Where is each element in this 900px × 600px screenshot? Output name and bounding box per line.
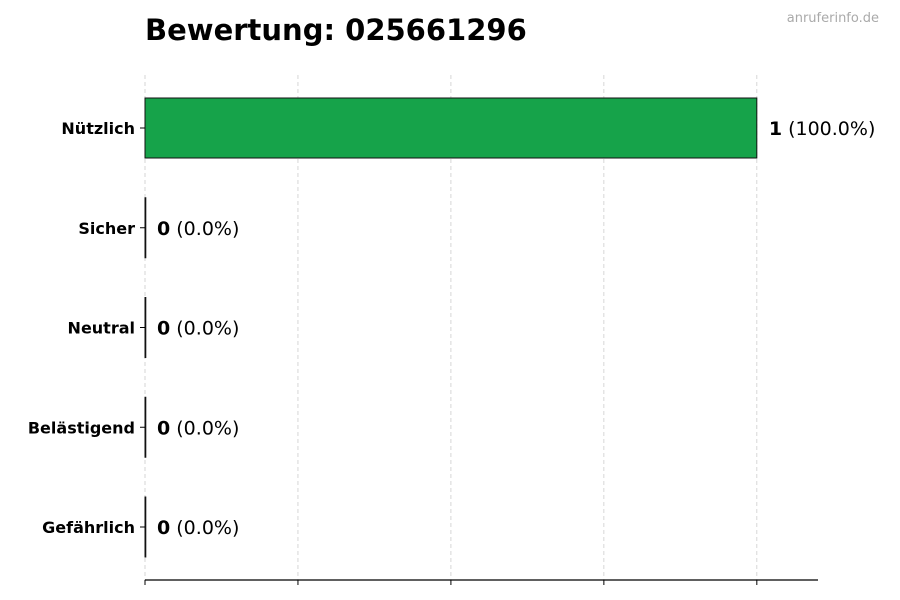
count-label: 0 [157, 417, 170, 439]
count-label: 0 [157, 517, 170, 539]
value-label: 0 (0.0%) [157, 218, 239, 240]
axes: Nützlich Sicher Neutral Belästigend Gefährli… [28, 119, 818, 585]
category-label: Nützlich [61, 119, 135, 138]
bar-3 [144, 396, 147, 458]
category-label: Neutral [68, 319, 135, 338]
percent-label: (100.0%) [782, 118, 875, 140]
count-label: 0 [157, 218, 170, 240]
grid [144, 75, 758, 580]
bar-4 [144, 496, 147, 558]
chart-title: Bewertung: 025661296 [145, 13, 527, 47]
percent-label: (0.0%) [170, 218, 239, 240]
value-label: 1 (100.0%) [769, 118, 876, 140]
percent-label: (0.0%) [170, 417, 239, 439]
percent-label: (0.0%) [170, 517, 239, 539]
bar-0 [144, 97, 758, 159]
category-label: Sicher [78, 219, 135, 238]
watermark: anruferinfo.de [787, 11, 879, 26]
count-label: 1 [769, 118, 782, 140]
value-label: 0 (0.0%) [157, 517, 239, 539]
count-label: 0 [157, 318, 170, 340]
category-label: Belästigend [28, 418, 135, 437]
category-label: Gefährlich [42, 518, 135, 537]
percent-label: (0.0%) [170, 318, 239, 340]
value-label: 0 (0.0%) [157, 417, 239, 439]
value-label: 0 (0.0%) [157, 318, 239, 340]
bars: 1 (100.0%)0 (0.0%)0 (0.0%)0 (0.0%)0 (0.0… [144, 97, 876, 558]
bar-2 [144, 297, 147, 358]
bar-1 [144, 197, 147, 259]
